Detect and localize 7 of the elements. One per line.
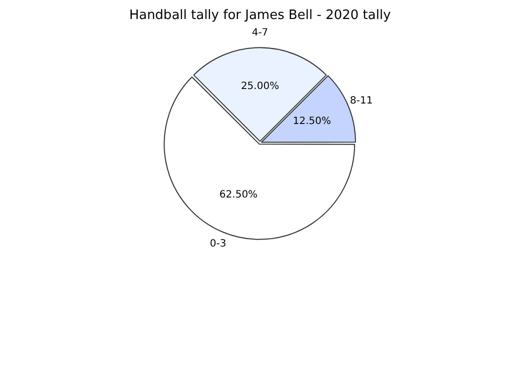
slice-label: 0-3: [210, 238, 226, 250]
data-label: 25.00%: [240, 81, 280, 92]
data-label: 12.50%: [292, 116, 332, 127]
chart-title: Handball tally for James Bell - 2020 tally: [129, 8, 392, 24]
data-label: 62.50%: [219, 189, 258, 200]
slice-label: 8-11: [350, 95, 373, 106]
slice-label: 4-7: [252, 28, 268, 39]
